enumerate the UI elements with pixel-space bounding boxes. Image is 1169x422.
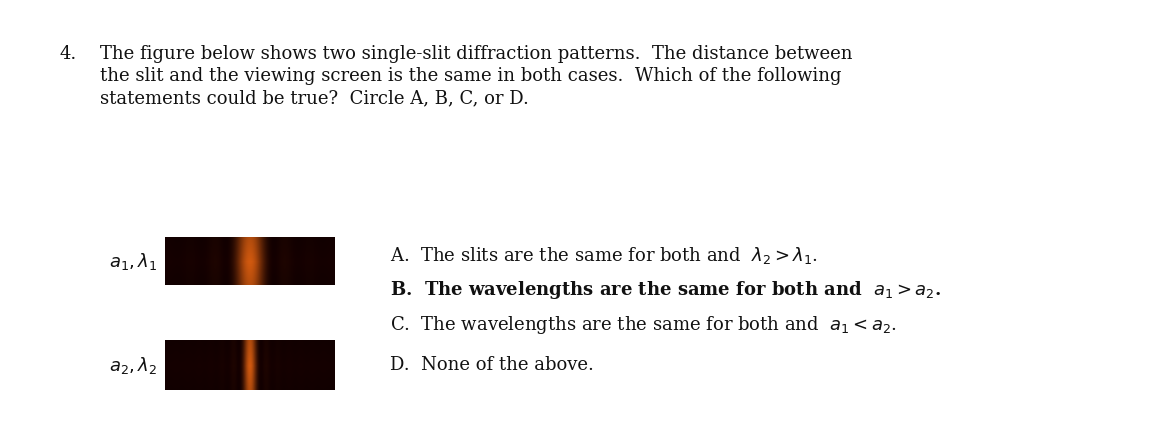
Text: C.  The wavelengths are the same for both and  $a_1 < a_2$.: C. The wavelengths are the same for both…	[390, 314, 897, 336]
Text: $a_2, \lambda_2$: $a_2, \lambda_2$	[109, 354, 157, 376]
Text: A.  The slits are the same for both and  $\lambda_2 > \lambda_1$.: A. The slits are the same for both and $…	[390, 244, 818, 265]
Text: D.  None of the above.: D. None of the above.	[390, 356, 594, 374]
Text: statements could be true?  Circle A, B, C, or D.: statements could be true? Circle A, B, C…	[101, 89, 528, 107]
Text: $a_1, \lambda_1$: $a_1, \lambda_1$	[109, 251, 157, 271]
Text: 4.: 4.	[60, 45, 77, 63]
Text: The figure below shows two single-slit diffraction patterns.  The distance betwe: The figure below shows two single-slit d…	[101, 45, 852, 63]
Text: B.  The wavelengths are the same for both and  $a_1 > a_2$.: B. The wavelengths are the same for both…	[390, 279, 941, 301]
Text: the slit and the viewing screen is the same in both cases.  Which of the followi: the slit and the viewing screen is the s…	[101, 67, 842, 85]
